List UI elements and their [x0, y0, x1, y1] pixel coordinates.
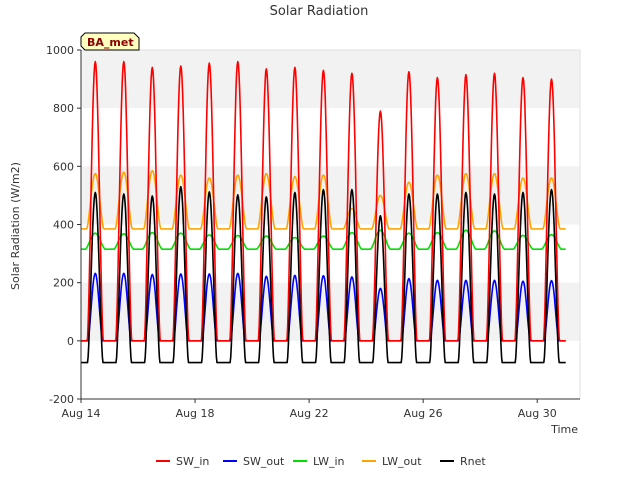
y-tick-label: 200 — [53, 277, 74, 290]
legend: SW_in SW_out LW_in LW_out Rnet — [156, 455, 486, 468]
legend-item-lw-in: LW_in — [293, 455, 345, 468]
station-badge: BA_met — [80, 32, 140, 51]
y-tick-label: 1000 — [46, 44, 74, 57]
y-tick-label: -200 — [49, 393, 74, 406]
series-line-rnet — [80, 185, 566, 364]
series-line-sw-in — [80, 60, 566, 342]
series-line-lw-in — [80, 229, 566, 250]
x-tick-label: Aug 18 — [176, 407, 215, 420]
legend-label: LW_out — [382, 455, 422, 468]
legend-item-sw-out: SW_out — [223, 455, 285, 468]
grid-band — [81, 50, 580, 109]
y-tick-label: 0 — [67, 335, 74, 348]
legend-label: LW_in — [313, 455, 345, 468]
x-axis-label: Time — [550, 423, 578, 436]
legend-item-rnet: Rnet — [440, 455, 486, 468]
series-lines — [80, 60, 566, 364]
y-axis-label: Solar Radiation (W/m2) — [9, 162, 22, 290]
y-tick-label: 400 — [53, 219, 74, 232]
legend-item-lw-out: LW_out — [362, 455, 422, 468]
tick-labels: -200 0 200 400 600 800 1000 Aug 14 Aug 18 Aug 22 A… — [46, 44, 557, 420]
chart-title: Solar Radiation — [270, 4, 369, 19]
legend-label: SW_in — [176, 455, 209, 468]
x-tick-label: Aug 14 — [62, 407, 101, 420]
x-tick-label: Aug 26 — [404, 407, 443, 420]
legend-label: SW_out — [243, 455, 285, 468]
y-tick-label: 600 — [53, 160, 74, 173]
x-tick-label: Aug 30 — [518, 407, 557, 420]
station-badge-label: BA_met — [87, 36, 134, 49]
series-line-lw-out — [80, 169, 566, 230]
y-tick-label: 800 — [53, 102, 74, 115]
x-tick-label: Aug 22 — [290, 407, 329, 420]
legend-item-sw-in: SW_in — [156, 455, 209, 468]
legend-label: Rnet — [460, 455, 486, 468]
